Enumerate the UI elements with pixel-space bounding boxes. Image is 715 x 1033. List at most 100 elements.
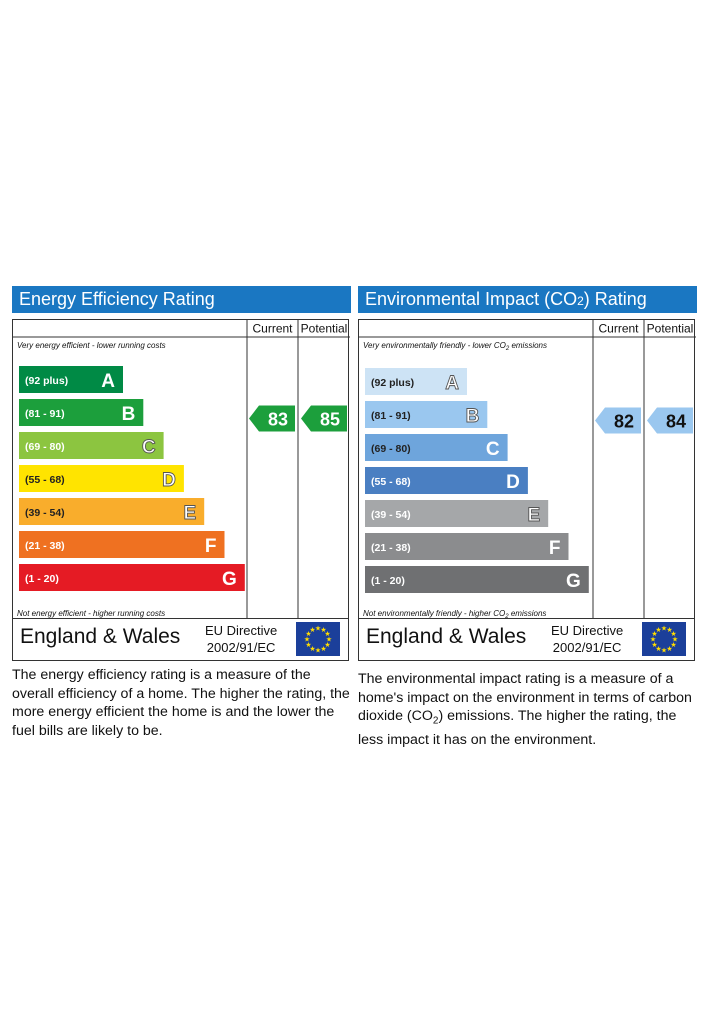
flag-star: ★ <box>315 625 321 633</box>
environmental-impact-title: Environmental Impact (CO2) Rating <box>358 286 697 313</box>
band-bar-f <box>365 533 569 560</box>
flag-star: ★ <box>304 636 310 644</box>
band-bar-a <box>19 366 123 393</box>
flag-star: ★ <box>672 636 678 644</box>
eu-directive-line1: EU Directive <box>551 623 624 638</box>
note-part: 2 <box>504 614 509 620</box>
note-part: 2 <box>505 346 510 352</box>
column-header-current: Current <box>598 322 639 336</box>
band-bar-a <box>365 368 467 395</box>
band-range-e: (39 - 54) <box>371 509 411 521</box>
band-letter-g: G <box>566 571 581 592</box>
flag-field <box>296 622 340 656</box>
top-note: Very environmentally friendly - lower CO… <box>363 341 547 352</box>
bottom-note: Not energy efficient - higher running co… <box>17 609 165 618</box>
band-range-f: (21 - 38) <box>25 540 65 552</box>
environmental-impact-panel: Environmental Impact (CO2) Rating Curren… <box>358 286 697 749</box>
band-bar-g <box>365 566 589 593</box>
flag-star: ★ <box>666 626 672 634</box>
flag-star: ★ <box>320 626 326 634</box>
band-bar-e <box>365 500 549 527</box>
flag-field <box>642 622 686 656</box>
current-rating-value: 82 <box>614 412 634 432</box>
note-part: Not environmentally friendly - higher CO <box>363 609 505 618</box>
flag-star: ★ <box>666 645 672 653</box>
description-subscript: 2 <box>432 715 439 727</box>
band-letter-d: D <box>506 472 520 493</box>
flag-star: ★ <box>315 647 321 655</box>
flag-star: ★ <box>661 625 667 633</box>
flag-star: ★ <box>670 630 676 638</box>
band-range-g: (1 - 20) <box>25 573 59 585</box>
environmental-impact-description: The environmental impact rating is a mea… <box>358 670 697 749</box>
note-part: emissions <box>509 609 547 618</box>
band-bar-c <box>19 432 164 459</box>
band-range-c: (69 - 80) <box>25 441 65 453</box>
environmental-impact-footer: England & Wales EU Directive 2002/91/EC … <box>358 619 695 661</box>
eu-directive-line2: 2002/91/EC <box>206 640 276 655</box>
flag-star: ★ <box>305 630 311 638</box>
band-letter-f: F <box>205 536 217 557</box>
flag-star: ★ <box>309 645 315 653</box>
band-letter-b: B <box>466 406 480 427</box>
eu-directive: EU Directive 2002/91/EC <box>205 622 277 656</box>
band-bar-c <box>365 434 508 461</box>
flag-star: ★ <box>650 636 656 644</box>
band-letter-a: A <box>101 371 115 392</box>
environmental-impact-chart: Current Potential Very environmentally fri… <box>358 319 696 620</box>
top-note: Very energy efficient - lower running co… <box>17 341 166 350</box>
eu-directive-line1: EU Directive <box>205 623 278 638</box>
potential-rating-value: 84 <box>666 412 686 432</box>
note-part: emissions <box>509 341 547 350</box>
potential-rating-arrow <box>647 407 693 434</box>
band-bar-e <box>19 498 205 525</box>
energy-efficiency-panel: Energy Efficiency Rating Current Potentia… <box>12 286 351 740</box>
band-bar-g <box>19 564 245 591</box>
band-range-d: (55 - 68) <box>25 474 65 486</box>
title-suffix: ) Rating <box>583 289 647 309</box>
band-letter-c: C <box>142 437 156 458</box>
flag-star: ★ <box>324 630 330 638</box>
band-letter-f: F <box>549 538 561 559</box>
band-bar-f <box>19 531 225 558</box>
band-range-a: (92 plus) <box>25 375 68 387</box>
description-part2: ) emissions. The higher the rating, the … <box>358 708 677 748</box>
current-rating-value: 83 <box>268 410 288 430</box>
band-range-b: (81 - 91) <box>371 410 411 422</box>
flag-star: ★ <box>670 641 676 649</box>
flag-star: ★ <box>651 630 657 638</box>
energy-efficiency-footer: England & Wales EU Directive 2002/91/EC … <box>12 619 349 661</box>
flag-star: ★ <box>309 626 315 634</box>
band-letter-c: C <box>486 439 500 460</box>
eu-directive: EU Directive 2002/91/EC <box>551 622 623 656</box>
eu-directive-line2: 2002/91/EC <box>552 640 622 655</box>
band-range-g: (1 - 20) <box>371 575 405 587</box>
flag-star: ★ <box>305 641 311 649</box>
band-letter-e: E <box>528 505 541 526</box>
current-rating-arrow <box>249 405 295 432</box>
band-range-e: (39 - 54) <box>25 507 65 519</box>
note-part: Very environmentally friendly - lower CO <box>363 341 506 350</box>
band-letter-b: B <box>122 404 136 425</box>
potential-rating-value: 85 <box>320 410 340 430</box>
band-range-d: (55 - 68) <box>371 476 411 488</box>
band-range-f: (21 - 38) <box>371 542 411 554</box>
description-part1: The environmental impact rating is a mea… <box>358 671 692 724</box>
flag-star: ★ <box>320 645 326 653</box>
band-range-c: (69 - 80) <box>371 443 411 455</box>
band-bar-b <box>365 401 488 428</box>
column-header-potential: Potential <box>647 322 694 336</box>
flag-star: ★ <box>655 645 661 653</box>
flag-star: ★ <box>655 626 661 634</box>
band-letter-a: A <box>445 373 459 394</box>
energy-efficiency-title: Energy Efficiency Rating <box>12 286 351 313</box>
environmental-impact-chart-svg: Current Potential Very environmentally fri… <box>359 320 696 620</box>
band-range-a: (92 plus) <box>371 377 414 389</box>
flag-star: ★ <box>651 641 657 649</box>
flag-star: ★ <box>324 641 330 649</box>
band-range-b: (81 - 91) <box>25 408 65 420</box>
flag-star: ★ <box>326 636 332 644</box>
energy-efficiency-chart-svg: Current Potential Very energy efficient - … <box>13 320 350 620</box>
column-header-potential: Potential <box>301 322 348 336</box>
bottom-note: Not environmentally friendly - higher CO… <box>363 609 546 620</box>
